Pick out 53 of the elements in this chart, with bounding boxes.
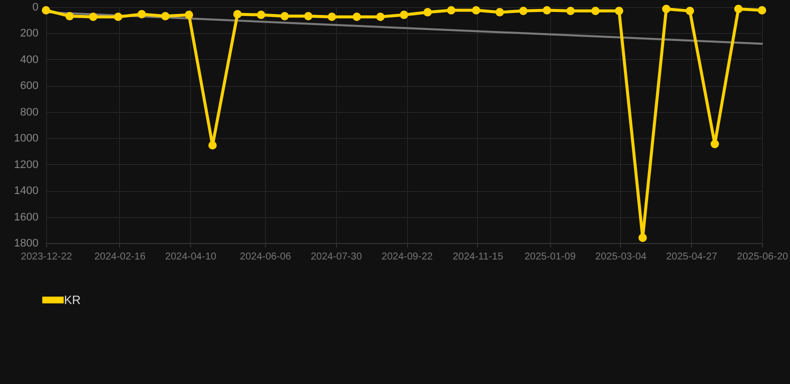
y-tick-label: 800: [20, 106, 38, 118]
x-tick-label: 2024-09-22: [382, 252, 434, 262]
y-tick-label: 400: [20, 54, 38, 66]
point: [400, 10, 408, 20]
y-tick-label: 1600: [14, 211, 38, 224]
point: [591, 6, 600, 16]
y-tick-label: 1800: [14, 238, 38, 250]
point: [328, 12, 336, 22]
y-tick-label: 1200: [14, 158, 38, 171]
point: [472, 6, 480, 14]
y-tick-label: 200: [20, 28, 38, 40]
point: [542, 6, 552, 14]
x-tick-label: 2024-07-30: [310, 252, 362, 262]
x-tick-label: 2025-06-20: [736, 252, 789, 262]
point: [496, 8, 504, 16]
x-tick-label: 2025-01-09: [524, 252, 576, 262]
point: [304, 12, 312, 20]
point: [184, 10, 194, 20]
point: [423, 8, 432, 16]
x-tick-label: 2024-04-10: [165, 252, 217, 262]
point: [519, 6, 528, 16]
y-tick-label: 1400: [14, 185, 38, 198]
point: [710, 140, 719, 148]
x-tick-label: 2024-02-16: [94, 252, 146, 262]
point: [256, 10, 266, 20]
point: [638, 234, 647, 242]
point: [280, 12, 289, 20]
point: [65, 12, 74, 20]
y-tick-label: 0: [32, 2, 38, 14]
point: [566, 6, 575, 16]
point: [208, 141, 217, 150]
x-tick-label: 2024-06-06: [240, 252, 292, 262]
point: [662, 4, 670, 14]
y-tick-label: 600: [20, 80, 38, 92]
x-tick-label: 2023-12-22: [20, 252, 73, 262]
point: [42, 6, 50, 14]
point: [376, 12, 385, 22]
point: [138, 10, 146, 18]
point: [614, 6, 624, 16]
point: [686, 6, 694, 16]
point: [758, 6, 766, 14]
y-tick-label: 1000: [14, 132, 38, 145]
point: [161, 12, 170, 20]
point: [233, 10, 242, 18]
x-tick-label: 2024-11-15: [452, 252, 504, 262]
legend-label: KR: [64, 293, 82, 307]
x-tick-label: 2025-03-04: [595, 252, 647, 262]
point: [114, 12, 122, 22]
point: [734, 4, 743, 14]
point: [89, 12, 98, 22]
point: [352, 12, 361, 22]
x-tick-label: 2025-04-27: [666, 252, 718, 262]
point: [447, 6, 456, 14]
